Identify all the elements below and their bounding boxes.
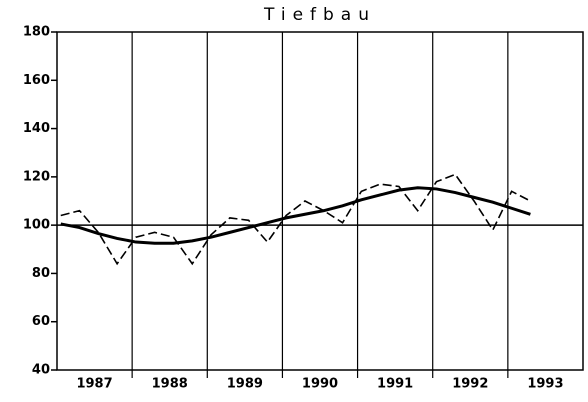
plot-frame [56,31,584,371]
y-tick-label: 160 [23,73,50,88]
x-tick-label: 1991 [377,377,413,392]
y-tick-label: 40 [32,363,50,378]
x-tick-label: 1989 [227,377,263,392]
y-tick-label: 100 [23,218,50,233]
x-tick-label: 1988 [152,377,188,392]
x-tick-label: 1987 [76,377,112,392]
y-tick-label: 120 [23,169,50,184]
y-tick-label: 80 [32,266,50,281]
y-tick-label: 140 [23,121,50,136]
chart-title: Tiefbau [263,5,376,25]
x-tick-label: 1993 [527,377,563,392]
x-tick-label: 1992 [452,377,488,392]
x-tick-label: 1990 [302,377,338,392]
y-tick-label: 60 [32,314,50,329]
y-tick-label: 180 [23,25,50,40]
series-line [60,186,531,245]
series-line [60,173,531,266]
